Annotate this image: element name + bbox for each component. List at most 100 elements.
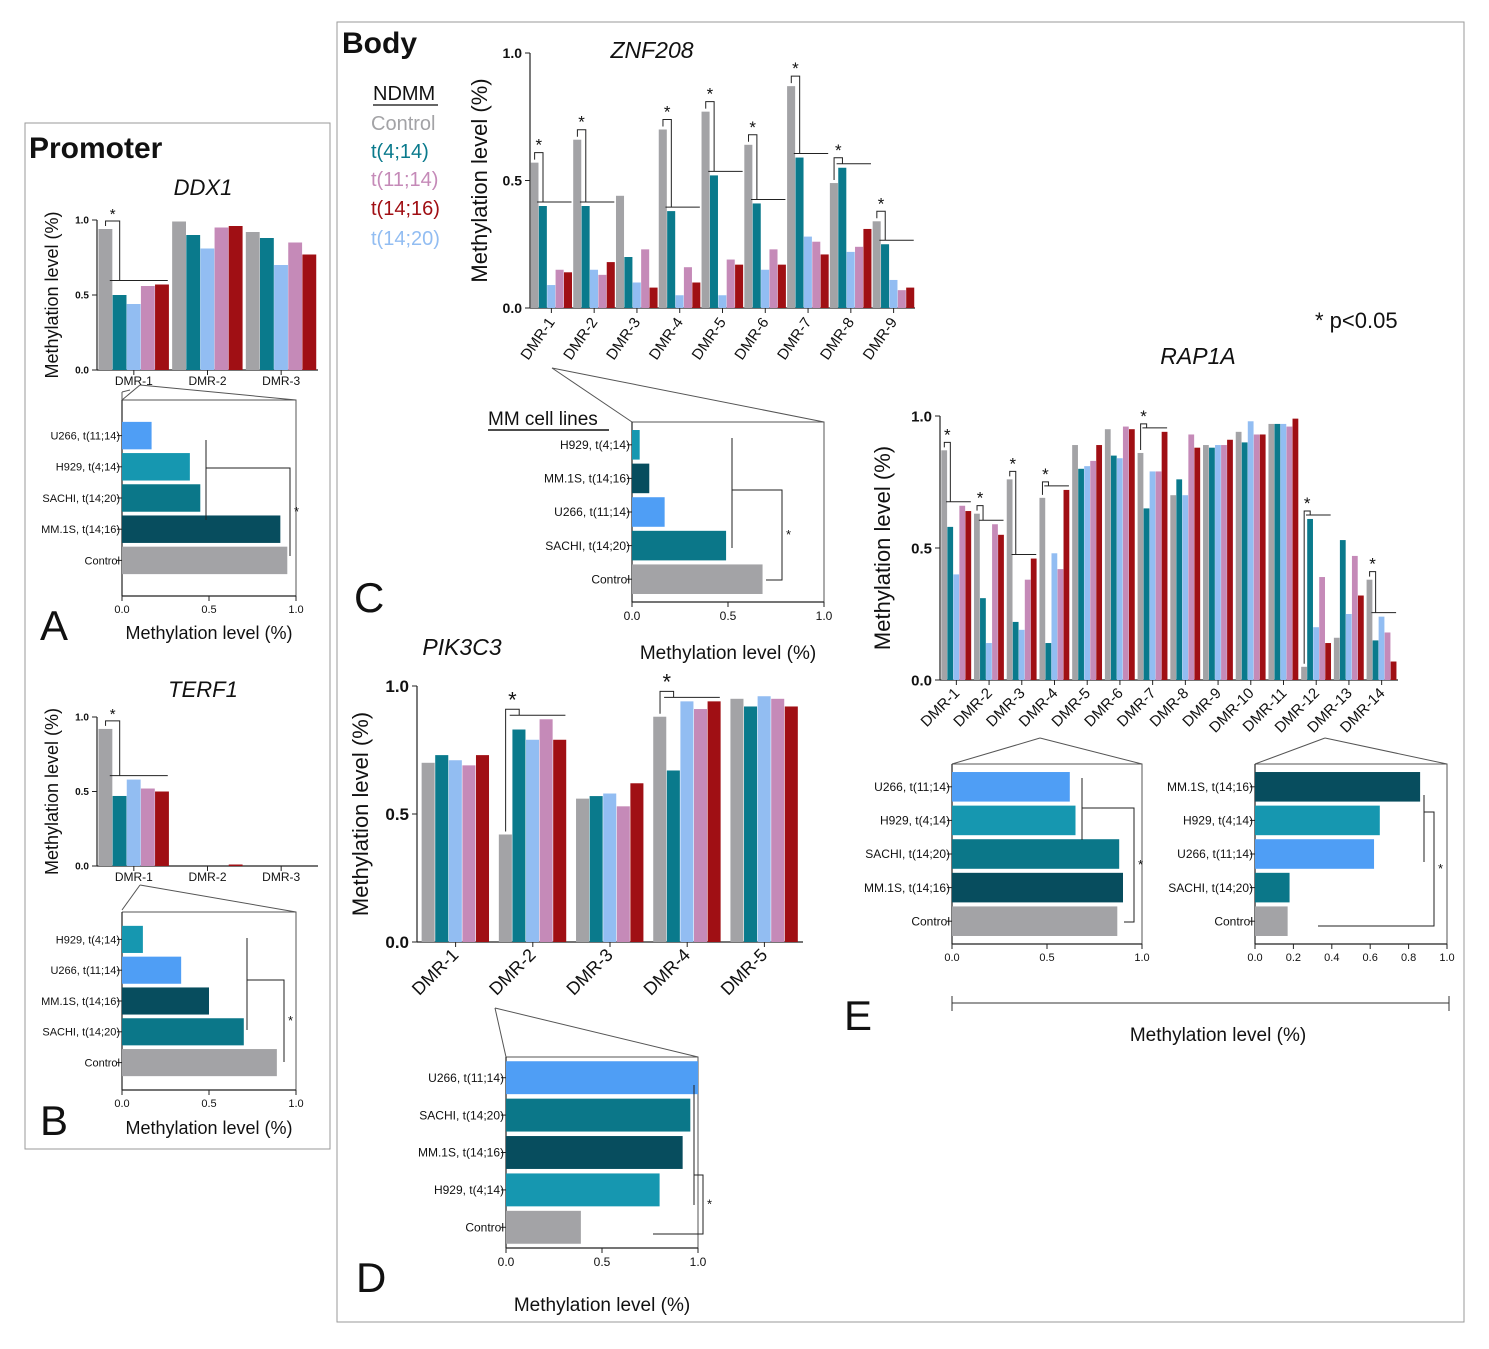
ndmm-legend: NDMM Control t(4;14) t(11;14) t(14;16) t…: [371, 83, 440, 250]
connector: [1324, 737, 1448, 765]
bar: [855, 246, 864, 308]
pik3c3_cl-chart: U266, t(11;14) SACHI, t(14;20) MM.1S, t(14…: [418, 1056, 712, 1316]
bar: [1253, 434, 1260, 680]
bar: [906, 287, 915, 308]
zoom-connectors: [121, 367, 1448, 1058]
y-tick-label: 0.5: [75, 291, 89, 302]
y-tick-label: SACHI, t(14;20): [1168, 881, 1253, 895]
x-tick-label: 0.5: [201, 1098, 216, 1110]
bar: [730, 698, 744, 942]
panel-letter-c: C: [354, 574, 384, 621]
bracket-line: [206, 467, 291, 556]
bar: [140, 788, 155, 866]
bar: [547, 285, 556, 308]
significance-star: *: [1009, 454, 1016, 473]
legend-item-t14-16: t(14;16): [371, 198, 440, 220]
bar: [632, 463, 650, 494]
bar: [846, 251, 855, 308]
bar: [506, 1173, 660, 1207]
significance-bracket: [1303, 510, 1331, 664]
x-tick-label: 0.0: [114, 604, 129, 616]
panel-letter-d: D: [356, 1254, 386, 1301]
x-tick-label: 1.0: [288, 604, 303, 616]
connector: [121, 389, 131, 393]
bar: [952, 872, 1123, 903]
bar: [112, 795, 127, 866]
bar: [632, 564, 763, 594]
bar: [1188, 434, 1195, 680]
x-tick-label: DMR-2: [189, 870, 227, 884]
bar: [1221, 445, 1227, 680]
legend-item-t14-20: t(14;20): [371, 228, 440, 250]
x-axis-label: Methylation level (%): [514, 1295, 690, 1316]
bar: [530, 162, 539, 308]
y-tick-label: MM.1S, t(14;16): [544, 472, 630, 486]
bar: [998, 534, 1004, 680]
bar: [692, 282, 701, 308]
bar: [718, 295, 727, 308]
x-tick-label: 0.4: [1324, 952, 1339, 964]
significance-star: *: [1304, 494, 1311, 513]
bar: [1255, 839, 1375, 869]
x-tick-label: DMR-7: [774, 315, 815, 364]
e-shared-xlabel: Methylation level (%): [1130, 1025, 1306, 1046]
bar: [709, 175, 718, 308]
significance-bracket: [576, 129, 615, 203]
bar: [838, 167, 847, 308]
plot-frame: [506, 1056, 699, 1248]
y-tick-label: U266, t(11;14): [1177, 847, 1253, 861]
promoter-frame: [24, 122, 331, 1150]
bracket-line: [732, 489, 783, 581]
bar: [1351, 555, 1358, 680]
bar: [259, 238, 274, 370]
chart-title: PIK3C3: [422, 634, 501, 660]
connector: [1254, 737, 1326, 765]
bar: [1084, 466, 1090, 680]
bar: [941, 450, 948, 680]
connector: [551, 367, 825, 423]
bar: [435, 755, 449, 942]
significance-star: *: [707, 1197, 712, 1212]
y-tick-label: H929, t(4;14): [56, 934, 120, 946]
bar: [1255, 805, 1380, 836]
connector: [121, 384, 141, 401]
terf1-chart: 0.0 0.5 1.0 Methylation level (%) TERF1 DMR-1…: [42, 677, 318, 884]
y-axis-label: Methylation level (%): [348, 712, 373, 916]
bar: [707, 701, 721, 942]
bar: [666, 770, 680, 942]
plot-frame: [1255, 763, 1448, 944]
x-tick-label: DMR-8: [817, 315, 858, 364]
bar: [462, 765, 476, 942]
bracket-line: [1082, 807, 1135, 923]
x-axis-label: Methylation level (%): [125, 1118, 292, 1138]
bar: [1194, 447, 1201, 680]
x-tick-label: DMR-1: [408, 945, 462, 999]
bar: [897, 290, 906, 308]
bar: [1012, 621, 1019, 680]
bar: [784, 706, 798, 942]
y-tick-label: H929, t(4;14): [56, 462, 120, 474]
connector: [494, 1007, 699, 1058]
x-tick-label: 0.6: [1363, 952, 1378, 964]
pik3c3-chart: 0.0 0.5 1.0 Methylation level (%) PIK3C3 DMR-…: [348, 634, 803, 999]
bar: [140, 286, 155, 370]
y-axis-label: Methylation level (%): [42, 708, 62, 875]
bracket-line: [1318, 811, 1435, 927]
ddx1_cl-chart: U266, t(11;14) H929, t(4;14) SACHI, t(14;2…: [41, 399, 304, 643]
y-tick-label: 0.0: [75, 862, 89, 873]
significance-star: *: [944, 425, 951, 444]
bar: [952, 839, 1120, 869]
significance-star: *: [977, 489, 984, 508]
bar: [795, 157, 804, 308]
chart-title: TERF1: [168, 677, 238, 702]
y-tick-label: Control: [1214, 914, 1253, 928]
bar: [1018, 629, 1025, 680]
significance-bracket: [748, 134, 786, 200]
bar: [667, 211, 676, 308]
y-tick-label: SACHI, t(14;20): [42, 1027, 120, 1039]
bar: [1384, 632, 1391, 680]
x-tick-label: 1.0: [816, 609, 833, 623]
bar: [881, 244, 890, 308]
x-tick-label: 1.0: [288, 1098, 303, 1110]
bar: [616, 806, 630, 942]
